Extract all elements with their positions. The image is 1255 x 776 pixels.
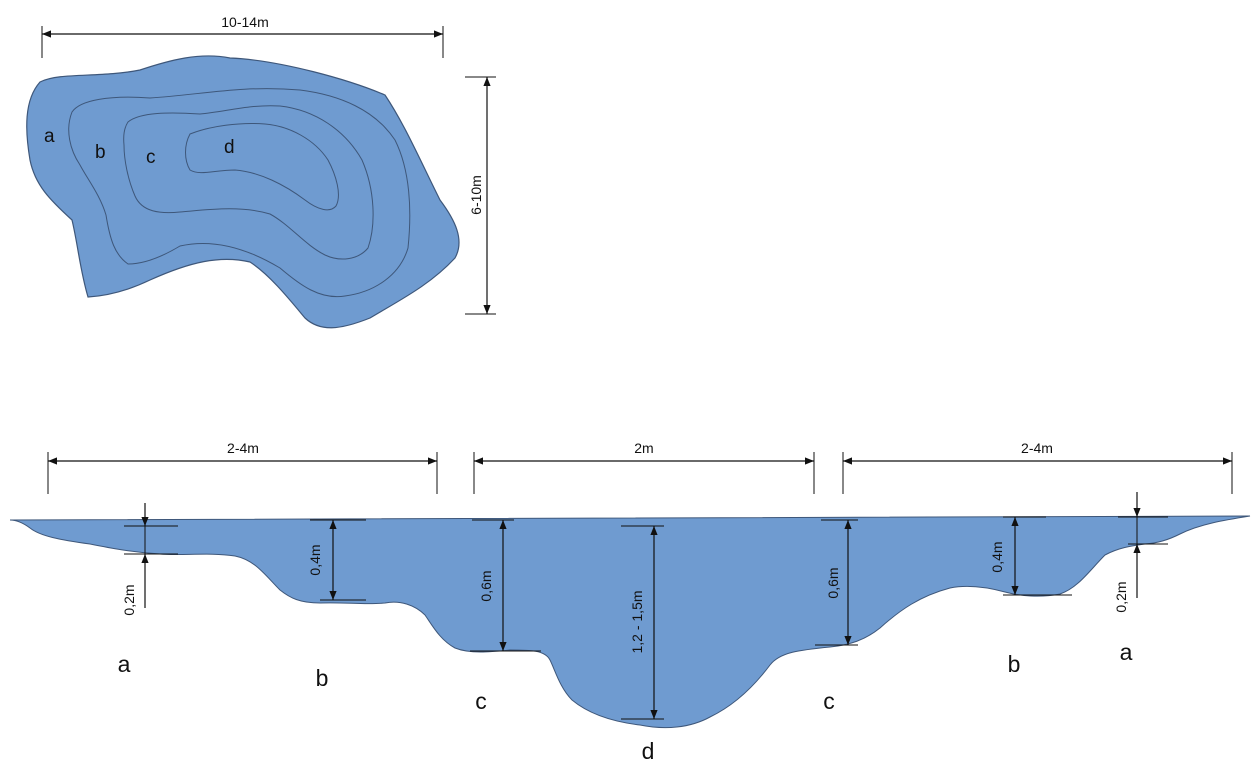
depth-right-a-label: 0,2m <box>1113 581 1129 612</box>
plan-zone-a: a <box>44 126 55 147</box>
section-zone-right-a: a <box>1120 639 1133 665</box>
depth-left-b: 0,4m <box>307 519 366 601</box>
depth-right-c-label: 0,6m <box>825 567 841 598</box>
depth-center-d: 1,2 - 1,5m <box>621 525 664 720</box>
section-zone-left-a: a <box>118 651 131 677</box>
span-middle-label: 2m <box>634 440 653 456</box>
span-left-label: 2-4m <box>227 440 259 456</box>
contour-d <box>185 123 339 211</box>
contour-c <box>123 105 374 260</box>
span-left-dimension: 2-4m <box>47 440 438 494</box>
depth-left-c-label: 0,6m <box>478 570 494 601</box>
depth-center-d-label: 1,2 - 1,5m <box>629 590 645 653</box>
depth-right-b: 0,4m <box>989 516 1072 596</box>
plan-width-label: 10-14m <box>221 14 268 30</box>
depth-right-a: 0,2m <box>1113 492 1168 613</box>
pond-cross-section <box>9 515 1251 729</box>
pond-outline-plan <box>26 55 460 329</box>
depth-left-b-label: 0,4m <box>307 544 323 575</box>
depth-left-a: 0,2m <box>121 503 178 616</box>
section-view: 2-4m 2m 2-4m 0,2m 0,4m <box>9 440 1251 764</box>
depth-left-a-label: 0,2m <box>121 584 137 615</box>
depth-right-c: 0,6m <box>815 519 858 646</box>
plan-view: a b c d 10-14m 6-10m <box>26 14 496 329</box>
section-zone-left-c: c <box>475 688 487 714</box>
depth-left-c: 0,6m <box>470 519 541 652</box>
plan-zone-d: d <box>224 137 235 158</box>
section-zone-right-c: c <box>823 688 835 714</box>
span-middle-dimension: 2m <box>473 440 815 494</box>
span-right-dimension: 2-4m <box>842 440 1233 494</box>
plan-zone-c: c <box>146 147 156 168</box>
section-zone-left-b: b <box>316 665 329 691</box>
span-right-label: 2-4m <box>1021 440 1053 456</box>
section-zone-right-b: b <box>1008 651 1021 677</box>
depth-right-b-label: 0,4m <box>989 541 1005 572</box>
section-zone-center-d: d <box>642 738 655 764</box>
plan-width-dimension: 10-14m <box>41 14 444 58</box>
plan-zone-b: b <box>95 142 106 163</box>
contour-b <box>68 88 411 298</box>
plan-height-dimension: 6-10m <box>465 76 496 315</box>
plan-height-label: 6-10m <box>468 175 484 215</box>
